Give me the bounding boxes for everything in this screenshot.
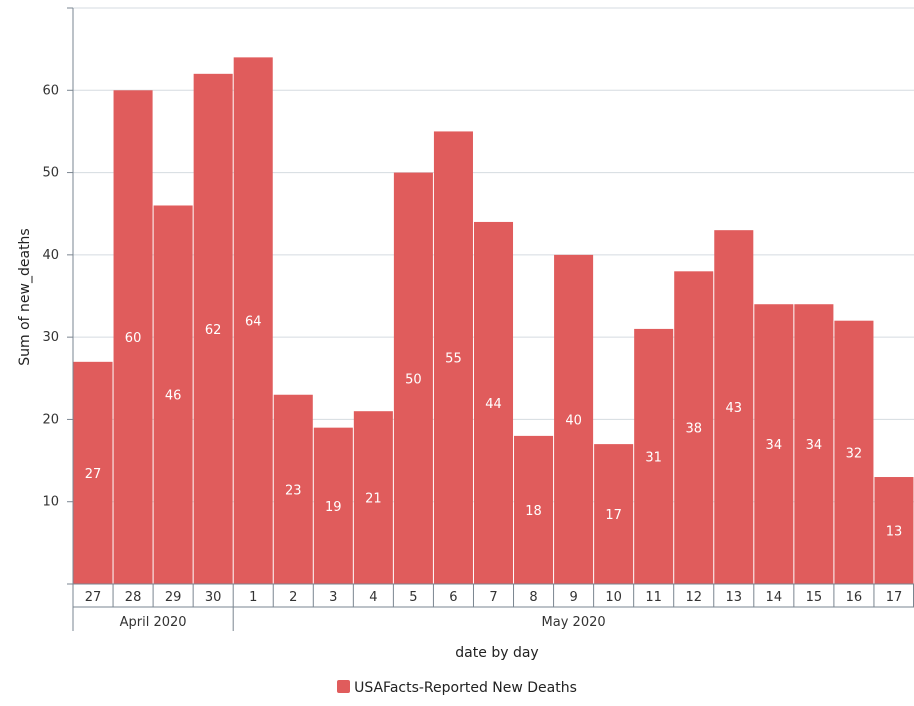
y-tick-label: 30 (42, 330, 59, 345)
bar (473, 221, 514, 584)
legend-label: USAFacts-Reported New Deaths (354, 680, 577, 696)
bar-data-label: 34 (766, 438, 783, 453)
bar-data-label: 23 (285, 483, 302, 498)
bar (433, 131, 473, 584)
bar (674, 271, 714, 584)
y-tick-label: 60 (42, 83, 59, 98)
x-tick-label: 3 (329, 590, 337, 605)
x-tick-label: 15 (806, 590, 823, 605)
x-tick-label: 29 (165, 590, 182, 605)
bar (714, 230, 754, 584)
bar (313, 427, 353, 584)
x-tick-label: 2 (289, 590, 297, 605)
bar (113, 90, 153, 585)
x-tick-label: 12 (685, 590, 702, 605)
bar-data-label: 64 (245, 315, 262, 330)
x-group-label: April 2020 (120, 615, 187, 630)
y-axis: 10 20 30 40 50 60 (42, 7, 74, 584)
bar-data-label: 38 (685, 422, 702, 437)
bar-data-label: 19 (325, 500, 342, 515)
bar-data-label: 17 (605, 508, 622, 523)
bar-data-label: 40 (565, 413, 582, 428)
bar-data-label: 50 (405, 372, 422, 387)
x-tick-label: 5 (409, 590, 417, 605)
bar (834, 320, 874, 584)
x-tick-label: 27 (85, 590, 102, 605)
bar-data-label: 31 (645, 450, 662, 465)
legend: USAFacts-Reported New Deaths (0, 680, 914, 696)
y-tick-label: 40 (42, 248, 59, 263)
x-axis-title: date by day (455, 645, 538, 661)
bar (554, 254, 594, 584)
x-group-label: May 2020 (542, 615, 606, 630)
bar-data-label: 55 (445, 352, 462, 367)
x-tick-label: 11 (645, 590, 662, 605)
x-tick-label: 8 (529, 590, 537, 605)
x-tick-label: 4 (369, 590, 377, 605)
x-tick-label: 10 (605, 590, 622, 605)
x-tick-label: 17 (886, 590, 903, 605)
bar (594, 444, 634, 584)
x-tick-label: 1 (249, 590, 257, 605)
bars (73, 57, 914, 585)
x-tick-label: 30 (205, 590, 222, 605)
bar-data-label: 46 (165, 389, 182, 404)
bar (393, 172, 433, 585)
bar-data-label: 32 (846, 446, 863, 461)
bar (73, 361, 113, 584)
bar (794, 304, 834, 584)
x-tick-label: 14 (766, 590, 783, 605)
y-tick-label: 10 (42, 495, 59, 510)
x-tick-label: 7 (489, 590, 497, 605)
bar-data-label: 27 (85, 467, 102, 482)
bar-data-label: 18 (525, 504, 542, 519)
bar (273, 394, 313, 584)
bar-data-label: 44 (485, 397, 502, 412)
bar-data-label: 13 (886, 525, 903, 540)
x-tick-label: 6 (449, 590, 457, 605)
x-tick-label: 9 (569, 590, 577, 605)
bar (153, 205, 193, 584)
bar (233, 57, 273, 584)
bar (514, 435, 554, 584)
bar-data-label: 43 (726, 401, 743, 416)
bar-data-labels: 27 60 46 62 64 23 19 21 50 55 44 18 40 17 31 38 43 34 34 32… (85, 315, 902, 540)
bar-data-label: 21 (365, 492, 382, 507)
x-tick-label: 28 (125, 590, 142, 605)
bar (353, 411, 393, 584)
x-tick-label: 16 (846, 590, 863, 605)
x-tick-label: 13 (726, 590, 743, 605)
bar (193, 73, 233, 584)
y-tick-label: 50 (42, 166, 59, 181)
legend-swatch (337, 680, 351, 693)
bar-data-label: 60 (125, 331, 142, 346)
y-axis-title: Sum of new_deaths (17, 228, 33, 365)
y-tick-label: 20 (42, 412, 59, 427)
bar (634, 328, 674, 584)
bar (874, 477, 914, 584)
bar (754, 304, 794, 584)
bar-data-label: 34 (806, 438, 823, 453)
bar-data-label: 62 (205, 323, 222, 338)
